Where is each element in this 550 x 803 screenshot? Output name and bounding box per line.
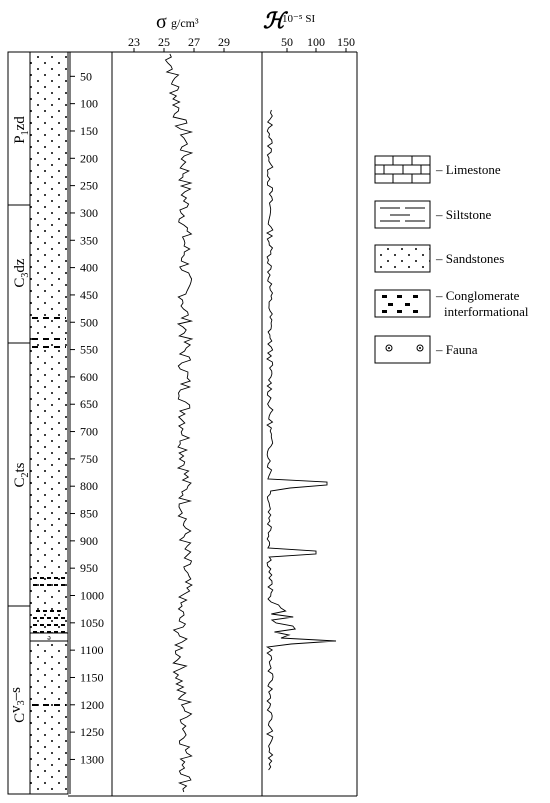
formation-label-c1v3s: Cv3–s [8,687,28,723]
depth-tick-label: 600 [80,370,98,384]
susceptibility-unit: 10⁻⁵ SI [282,13,316,25]
legend-label: – Conglomerate [435,288,520,303]
formation-column [7,51,31,795]
depth-tick-label: 700 [80,425,98,439]
lithology-column: ə [29,51,69,795]
density-tick-label: 27 [188,35,200,49]
depth-tick-label: 450 [80,288,98,302]
legend-item-conglomerate: – Conglomerate interformational [374,288,529,319]
formation-label-c2ts: C2ts [12,462,31,487]
susceptibility-tick-label: 50 [281,35,293,49]
susceptibility-symbol: ℋ [263,8,289,33]
density-tick-label: 23 [128,35,140,49]
depth-tick-label: 950 [80,561,98,575]
depth-tick-label: 1300 [80,752,104,766]
depth-axis: 50 100 150 200 250 300 350 400 450 500 550 600 650 70… [69,52,104,794]
density-symbol: σ [156,11,167,33]
susceptibility-tick-label: 100 [307,35,325,49]
depth-tick-label: 1200 [80,698,104,712]
svg-text:C2ts: C2ts [12,462,31,487]
legend-label: – Sandstones [435,251,504,266]
legend-label: – Limestone [435,162,501,177]
legend-item-limestone: – Limestone [374,155,501,184]
sandstone-swatch [374,244,431,273]
conglomerate-bands [32,317,66,706]
svg-text:C3dz: C3dz [12,258,31,288]
depth-tick-label: 250 [80,179,98,193]
depth-tick-label: 1050 [80,616,104,630]
susceptibility-log-curve [265,109,337,771]
depth-tick-label: 800 [80,479,98,493]
fauna-band [29,632,69,642]
susceptibility-tick-label: 150 [337,35,355,49]
depth-tick-label: 50 [80,69,92,83]
density-header: σ g/cm³ 23 25 27 29 [128,11,230,49]
svg-text:Cv3–s: Cv3–s [8,687,28,723]
density-tick-label: 25 [158,35,170,49]
svg-text:P1zd: P1zd [12,116,31,144]
depth-tick-label: 500 [80,315,98,329]
formation-label-p1zd: P1zd [12,116,31,144]
legend: – Limestone – Siltstone – Sandstones [374,155,529,364]
depth-tick-label: 400 [80,261,98,275]
legend-item-fauna: – Fauna [374,335,478,364]
density-top-ticks [133,48,347,52]
depth-tick-label: 100 [80,97,98,111]
fauna-swatch [374,335,431,364]
susceptibility-header: ℋ 10⁻⁵ SI 50 100 150 [263,8,355,49]
depth-tick-label: 300 [80,206,98,220]
svg-text:ə: ə [47,633,51,642]
legend-item-siltstone: – Siltstone [374,200,491,229]
formation-label-c3dz: C3dz [12,258,31,288]
depth-tick-label: 750 [80,452,98,466]
sandstone-fill [29,51,69,795]
depth-tick-label: 550 [80,343,98,357]
depth-tick-label: 650 [80,397,98,411]
legend-label: – Fauna [435,342,478,357]
legend-label: – Siltstone [435,207,491,222]
depth-tick-label: 350 [80,233,98,247]
density-unit: g/cm³ [171,16,199,30]
density-log-curve [164,53,194,793]
depth-tick-label: 150 [80,124,98,138]
density-tick-label: 29 [218,35,230,49]
legend-item-sandstone: – Sandstones [374,244,504,273]
depth-tick-label: 1000 [80,589,104,603]
depth-tick-label: 1150 [80,670,104,684]
depth-tick-label: 1100 [80,643,104,657]
depth-tick-label: 1250 [80,725,104,739]
depth-tick-label: 850 [80,507,98,521]
depth-tick-label: 200 [80,151,98,165]
depth-tick-label: 900 [80,534,98,548]
legend-label-line2: interformational [444,304,529,319]
